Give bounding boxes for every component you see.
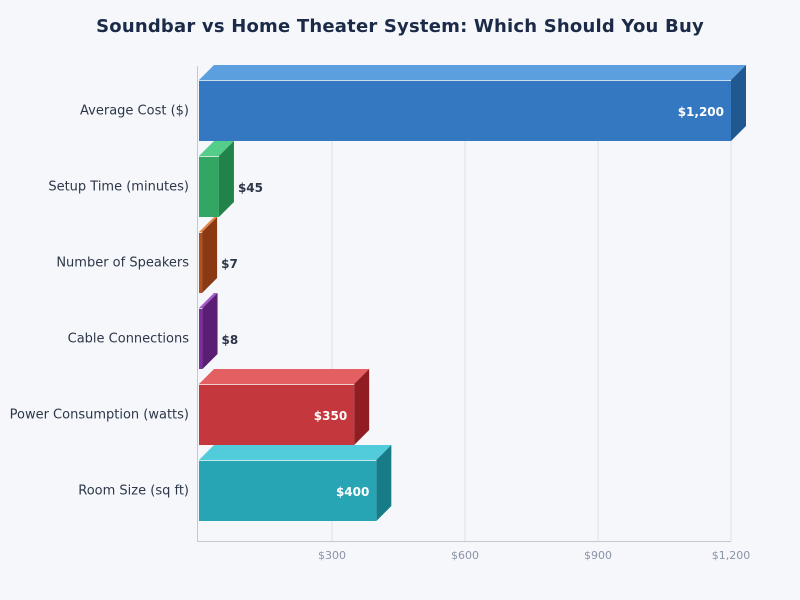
x-tick-label: $1,200	[711, 549, 751, 562]
category-label: Number of Speakers	[56, 255, 189, 271]
bar-front-face	[199, 80, 731, 141]
bar-1[interactable]	[199, 141, 234, 217]
bar-value-label: $45	[237, 181, 263, 195]
bars	[199, 65, 746, 521]
bar-0[interactable]	[199, 65, 746, 141]
bar-top-face	[199, 369, 370, 384]
bar-top-face	[199, 445, 392, 460]
bar-top-face	[199, 293, 218, 308]
category-label: Room Size (sq ft)	[78, 483, 189, 499]
bar-value-label: $7	[221, 257, 238, 271]
bar-side-face	[202, 217, 218, 293]
bar-front-face	[199, 232, 203, 293]
bar-side-face	[218, 141, 234, 217]
bar-value-label: $8	[221, 333, 239, 347]
chart-title: Soundbar vs Home Theater System: Which S…	[96, 16, 704, 37]
category-label: Cable Connections	[67, 331, 189, 347]
bar-value-label: $400	[335, 485, 370, 499]
bar-5[interactable]	[199, 445, 392, 521]
bar-front-face	[199, 460, 377, 521]
category-label: Setup Time (minutes)	[48, 179, 189, 195]
bar-side-face	[202, 293, 218, 369]
category-label: Average Cost ($)	[80, 103, 189, 119]
x-tick-label: $300	[318, 549, 346, 562]
bar-top-face	[199, 217, 218, 232]
bar-front-face	[199, 384, 355, 445]
x-tick-label: $600	[451, 549, 479, 562]
bar-4[interactable]	[199, 369, 370, 445]
axes	[197, 66, 731, 542]
bar-2[interactable]	[199, 217, 218, 293]
bar-top-face	[199, 141, 234, 156]
bar-side-face	[354, 369, 370, 445]
bar-side-face	[376, 445, 392, 521]
bar-3[interactable]	[199, 293, 218, 369]
bar-value-label: $350	[313, 409, 348, 423]
bar-front-face	[199, 156, 219, 217]
x-tick-label: $900	[584, 549, 612, 562]
bar-side-face	[731, 65, 746, 141]
bar-top-face	[199, 65, 746, 80]
bar-front-face	[199, 308, 203, 369]
category-label: Power Consumption (watts)	[9, 407, 189, 423]
bar-value-label: $1,200	[677, 105, 724, 119]
